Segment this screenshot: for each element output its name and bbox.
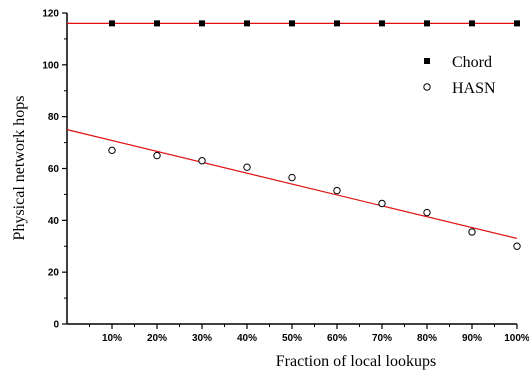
x-tick-label: 60% — [327, 333, 347, 344]
x-tick-label: 30% — [192, 333, 212, 344]
x-tick-label: 80% — [417, 333, 437, 344]
data-point-hasn — [243, 163, 251, 171]
data-point-chord — [289, 20, 295, 27]
legend-label-hasn: HASN — [452, 80, 496, 97]
data-point-chord — [154, 20, 160, 27]
x-axis-title: Fraction of local lookups — [276, 353, 436, 370]
data-point-hasn — [333, 186, 341, 195]
tick-labels: 0 20 40 60 80 100 120 10% 20% 30% 40% 50% 60% 70% 80% 9… — [42, 9, 529, 345]
legend-marker-chord — [424, 58, 430, 64]
legend-label-chord: Chord — [452, 54, 492, 71]
y-tick-label: 0 — [53, 320, 59, 331]
y-tick-label: 40 — [48, 216, 60, 227]
data-point-chord — [334, 20, 340, 27]
data-point-chord — [379, 20, 385, 27]
data-point-chord — [244, 20, 250, 27]
x-tick-label: 40% — [237, 333, 257, 344]
legend: Chord HASN — [423, 54, 496, 97]
x-tick-label: 50% — [282, 333, 302, 344]
x-tick-label: 10% — [102, 333, 122, 344]
data-point-hasn — [468, 228, 476, 236]
data-point-hasn — [378, 199, 386, 208]
y-tick-label: 60 — [48, 164, 60, 175]
x-tick-label: 20% — [147, 333, 167, 344]
fit-lines — [66, 22, 518, 240]
data-point-hasn — [108, 146, 116, 155]
y-axis-title: Physical network hops — [11, 96, 28, 241]
fit-line-hasn — [66, 129, 518, 240]
y-tick-label: 100 — [42, 60, 59, 71]
data-marks — [108, 20, 521, 250]
data-point-chord — [199, 20, 205, 27]
data-point-chord — [514, 20, 520, 27]
x-tick-label: 70% — [372, 333, 392, 344]
data-point-chord — [109, 20, 115, 27]
data-point-hasn — [198, 157, 206, 165]
x-tick-label: 90% — [462, 333, 482, 344]
y-tick-label: 120 — [42, 9, 59, 20]
data-point-hasn — [153, 151, 161, 160]
data-point-hasn — [513, 242, 521, 250]
x-tick-label: 100% — [504, 333, 529, 344]
data-point-chord — [469, 20, 475, 27]
legend-marker-hasn — [423, 83, 431, 91]
data-point-hasn — [288, 173, 296, 182]
axes — [62, 12, 518, 329]
y-tick-label: 20 — [48, 268, 60, 279]
y-tick-label: 80 — [48, 112, 60, 123]
data-point-chord — [424, 20, 430, 27]
data-point-hasn — [423, 208, 431, 217]
